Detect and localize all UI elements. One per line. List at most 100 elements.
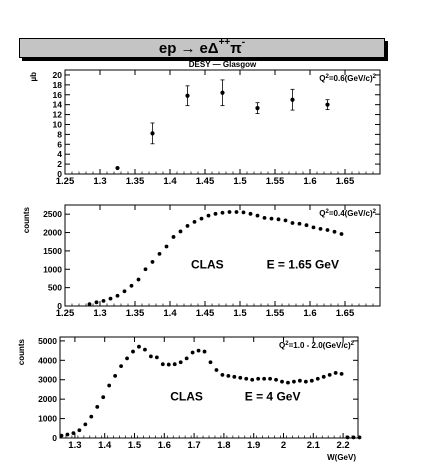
data-point (321, 374, 326, 379)
y-tick-label: 6 (57, 139, 62, 149)
data-point (185, 93, 190, 98)
x-tick-label: 1.3 (93, 176, 106, 187)
data-point (290, 221, 295, 225)
x-tick-label: 1.25 (56, 308, 75, 319)
pi-charge: - (241, 36, 246, 48)
x-tick-label: 1.7 (187, 440, 200, 451)
data-point (164, 244, 169, 249)
data-point (333, 371, 338, 375)
data-point (339, 232, 344, 236)
x-tick-label: 1.45 (196, 308, 215, 319)
data-point (119, 364, 123, 369)
data-point (220, 90, 225, 95)
y-tick-label: 2500 (43, 209, 62, 219)
data-point (87, 302, 92, 307)
delta-charge: ++ (218, 36, 231, 48)
data-point (150, 131, 155, 136)
beam-energy-label: E = 4 GeV (245, 390, 301, 404)
y-tick-label: 2 (57, 159, 62, 169)
reaction-title-bar: ep → eΔ ++ π - (19, 36, 385, 58)
data-point (101, 395, 106, 400)
data-point (213, 211, 218, 216)
y-tick-label: 0 (57, 169, 62, 179)
data-point (325, 228, 330, 232)
x-tick-label: 1.45 (196, 176, 215, 187)
data-point (280, 379, 284, 384)
q2-annotation: Q2=1.0 - 2.0(GeV/c)2 (279, 341, 355, 350)
data-point (332, 229, 337, 234)
data-point (94, 300, 99, 305)
x-tick-label: 1.65 (336, 176, 355, 187)
x-tick-label: 1.5 (233, 176, 247, 187)
y-axis-label: counts (22, 206, 31, 233)
data-point (108, 296, 113, 301)
y-tick-label: 20 (53, 70, 63, 80)
data-point (196, 348, 201, 353)
y-tick-label: 14 (53, 100, 63, 110)
data-point (172, 362, 177, 367)
data-point (160, 362, 165, 367)
data-point (113, 373, 118, 378)
data-point (262, 376, 267, 381)
data-point (227, 210, 232, 214)
x-tick-label: 2.2 (336, 440, 349, 451)
data-point (304, 223, 309, 228)
data-point (351, 435, 356, 440)
data-point (274, 377, 278, 382)
data-point (137, 344, 141, 349)
x-tick-label: 1.4 (163, 176, 177, 187)
x-tick-label: 1.35 (126, 308, 145, 319)
data-point (122, 289, 127, 294)
y-tick-label: 10 (53, 119, 63, 129)
y-tick-label: 1000 (43, 264, 62, 274)
data-point (232, 374, 237, 379)
plot-frame (64, 69, 381, 175)
data-point (327, 372, 332, 377)
data-point (83, 422, 88, 427)
beam-energy-label: E = 1.65 GeV (267, 258, 339, 272)
data-point (269, 216, 274, 221)
data-point (256, 376, 261, 381)
data-point (238, 375, 243, 380)
y-tick-label: 1000 (38, 414, 57, 424)
data-point (166, 362, 171, 367)
data-point (255, 106, 260, 111)
data-point (95, 405, 100, 409)
reaction-lhs: ep (158, 39, 177, 57)
y-tick-label: 500 (48, 283, 62, 293)
data-point (59, 433, 64, 438)
data-point (286, 380, 290, 385)
data-point (255, 213, 260, 218)
data-point (65, 432, 70, 437)
data-point (290, 97, 295, 102)
data-point (357, 435, 362, 440)
data-point (178, 229, 183, 234)
data-point (115, 293, 120, 298)
x-tick-label: 2.1 (307, 440, 321, 451)
x-tick-label: 1.3 (68, 440, 81, 451)
data-point (303, 379, 308, 384)
x-tick-label: 1.55 (266, 308, 285, 319)
x-tick-label: 2 (281, 440, 286, 451)
reaction-arrow: → (180, 39, 196, 57)
x-tick-label: 1.6 (303, 308, 316, 319)
data-point (157, 251, 162, 256)
data-point (345, 435, 350, 440)
x-tick-label: 1.4 (163, 308, 177, 319)
data-point (131, 349, 135, 354)
x-tick-label: 1.65 (336, 308, 355, 319)
data-point (268, 376, 272, 381)
chart-panel-2: 1.25 1.3 1.35 1.4 1.45 1.5 1.55 1.6 1.65 0 500 1000… (22, 204, 381, 319)
data-point (248, 211, 253, 216)
x-tick-label: 1.35 (126, 176, 145, 187)
y-tick-label: 2000 (38, 394, 57, 404)
data-point (143, 347, 147, 352)
y-axis-label: counts (17, 338, 26, 365)
data-point (185, 224, 190, 228)
y-tick-label: 5000 (38, 336, 57, 346)
data-point (192, 219, 197, 224)
y-tick-label: 8 (57, 129, 62, 139)
data-point (101, 298, 106, 303)
data-point (136, 277, 141, 282)
